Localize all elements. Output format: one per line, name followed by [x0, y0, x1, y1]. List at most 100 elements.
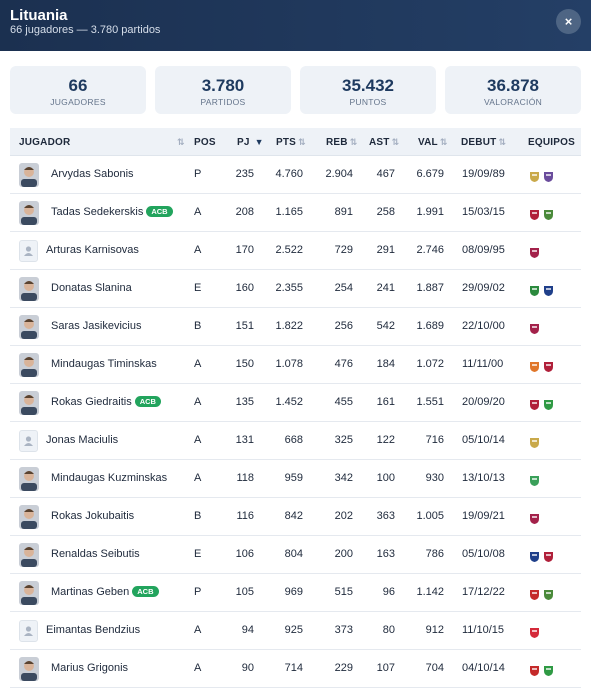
- barcelona-crest-icon[interactable]: [529, 321, 540, 334]
- debut-cell: 17/12/22: [462, 586, 505, 598]
- zaragoza-crest-icon[interactable]: [529, 663, 540, 676]
- column-header-reb[interactable]: REB ⇅: [326, 137, 358, 148]
- player-name-cell[interactable]: Donatas Slanina: [51, 282, 132, 294]
- baskonia-crest-icon[interactable]: [529, 207, 540, 220]
- points-cell: 969: [284, 586, 303, 598]
- player-name[interactable]: Tadas Sedekerskis: [51, 206, 144, 218]
- rebounds-cell: 229: [334, 662, 353, 674]
- stat-value: 3.780: [201, 76, 245, 95]
- unicaja-crest-icon[interactable]: [529, 473, 540, 486]
- table-row[interactable]: Eimantas Bendzius A 94 925 373 80 912 11/10/15: [10, 612, 581, 650]
- assists-cell: 161: [376, 396, 395, 408]
- player-name-cell[interactable]: Renaldas Seibutis: [51, 548, 140, 560]
- rating-cell: 1.689: [416, 320, 444, 332]
- player-name[interactable]: Arturas Karnisovas: [46, 244, 139, 256]
- table-row[interactable]: Arturas Karnisovas A 170 2.522 729 291 2.746 08…: [10, 232, 581, 270]
- table-row[interactable]: Rokas Giedraitis ACB A 135 1.452 455 161 1.551 2…: [10, 384, 581, 422]
- player-name-cell[interactable]: Tadas Sedekerskis ACB: [51, 206, 173, 218]
- assists-cell: 241: [376, 282, 395, 294]
- player-name[interactable]: Renaldas Seibutis: [51, 548, 140, 560]
- player-name-cell[interactable]: Arvydas Sabonis: [51, 168, 134, 180]
- player-name-cell[interactable]: Saras Jasikevicius: [51, 320, 141, 332]
- table-row[interactable]: Saras Jasikevicius B 151 1.822 256 542 1.689 22…: [10, 308, 581, 346]
- bilbao-crest-icon[interactable]: [543, 283, 554, 296]
- player-name[interactable]: Eimantas Bendzius: [46, 624, 141, 636]
- debut-cell: 11/10/15: [462, 624, 505, 636]
- fuenlabrada-crest-icon[interactable]: [529, 625, 540, 638]
- player-name-cell[interactable]: Marius Grigonis: [51, 662, 128, 674]
- player-name-cell[interactable]: Arturas Karnisovas: [46, 244, 139, 256]
- stat-value: 36.878: [487, 76, 539, 95]
- table-row[interactable]: Mindaugas Kuzminskas A 118 959 342 100 930 13/1…: [10, 460, 581, 498]
- table-row[interactable]: Martinas Geben ACB P 105 969 515 96 1.142 17/12/…: [10, 574, 581, 612]
- table-row[interactable]: Marius Grigonis A 90 714 229 107 704 04/10/14: [10, 650, 581, 688]
- player-name-cell[interactable]: Mindaugas Kuzminskas: [51, 472, 167, 484]
- table-row[interactable]: Tadas Sedekerskis ACB A 208 1.165 891 258 1.991…: [10, 194, 581, 232]
- player-name[interactable]: Rokas Giedraitis: [51, 396, 132, 408]
- player-name[interactable]: Martinas Geben: [51, 586, 130, 598]
- player-name[interactable]: Rokas Jokubaitis: [51, 510, 135, 522]
- joventut-crest-icon[interactable]: [543, 663, 554, 676]
- player-name[interactable]: Arvydas Sabonis: [51, 168, 134, 180]
- player-name-cell[interactable]: Eimantas Bendzius: [46, 624, 140, 636]
- joventut-crest-icon[interactable]: [543, 397, 554, 410]
- close-icon: ×: [564, 14, 573, 29]
- table-row[interactable]: Jonas Maciulis A 131 668 325 122 716 05/10/14: [10, 422, 581, 460]
- games-cell: 135: [235, 396, 254, 408]
- barcelona-crest-icon[interactable]: [529, 245, 540, 258]
- player-name-cell[interactable]: Mindaugas Timinskas: [51, 358, 157, 370]
- table-row[interactable]: Rokas Jokubaitis B 116 842 202 363 1.005 19/09/…: [10, 498, 581, 536]
- table-header: JUGADOR ⇅ POS PJ ▼ PTS ⇅ REB ⇅ AST ⇅ VAL ⇅ D…: [10, 128, 581, 156]
- column-header-ast[interactable]: AST ⇅: [369, 137, 400, 148]
- baskonia-crest-icon[interactable]: [543, 359, 554, 372]
- player-name-cell[interactable]: Martinas Geben ACB: [51, 586, 159, 598]
- table-row[interactable]: Mindaugas Timinskas A 150 1.078 476 184 1.072 1…: [10, 346, 581, 384]
- baskonia-crest-icon[interactable]: [529, 397, 540, 410]
- obradoiro-crest-icon[interactable]: [543, 207, 554, 220]
- real-madrid-crest-icon[interactable]: [529, 169, 540, 182]
- column-header-val[interactable]: VAL ⇅: [418, 137, 448, 148]
- player-avatar: [19, 201, 39, 225]
- player-name-cell[interactable]: Jonas Maciulis: [46, 434, 118, 446]
- player-name[interactable]: Donatas Slanina: [51, 282, 132, 294]
- points-cell: 804: [284, 548, 303, 560]
- player-name[interactable]: Mindaugas Kuzminskas: [51, 472, 168, 484]
- player-name-cell[interactable]: Rokas Giedraitis ACB: [51, 396, 161, 408]
- assists-cell: 122: [376, 434, 395, 446]
- table-row[interactable]: Donatas Slanina E 160 2.355 254 241 1.887 29/09…: [10, 270, 581, 308]
- player-name[interactable]: Marius Grigonis: [51, 662, 129, 674]
- column-header-pj[interactable]: PJ ▼: [237, 137, 264, 148]
- rating-cell: 1.142: [416, 586, 444, 598]
- barcelona-crest-icon[interactable]: [529, 511, 540, 524]
- player-name-cell[interactable]: Rokas Jokubaitis: [51, 510, 134, 522]
- table-row[interactable]: Arvydas Sabonis P 235 4.760 2.904 467 6.679 19/…: [10, 156, 581, 194]
- real-madrid-crest-icon[interactable]: [529, 435, 540, 448]
- debut-cell: 08/09/95: [462, 244, 505, 256]
- betis-crest-icon[interactable]: [529, 283, 540, 296]
- valencia-crest-icon[interactable]: [529, 359, 540, 372]
- sort-icon-jugador[interactable]: ⇅: [177, 137, 185, 147]
- position-cell: A: [194, 434, 202, 446]
- bilbao-crest-icon[interactable]: [529, 549, 540, 562]
- rebounds-cell: 515: [334, 586, 353, 598]
- valladolid-crest-icon[interactable]: [543, 169, 554, 182]
- rebounds-cell: 254: [334, 282, 353, 294]
- column-header-pos[interactable]: POS: [194, 137, 216, 148]
- assists-cell: 96: [382, 586, 395, 598]
- player-name[interactable]: Saras Jasikevicius: [51, 320, 142, 332]
- baskonia-crest-icon[interactable]: [543, 549, 554, 562]
- games-cell: 208: [235, 206, 254, 218]
- close-button[interactable]: ×: [556, 9, 581, 34]
- games-cell: 235: [235, 168, 254, 180]
- column-header-pts[interactable]: PTS ⇅: [276, 137, 306, 148]
- player-name[interactable]: Mindaugas Timinskas: [51, 358, 157, 370]
- rating-cell: 930: [425, 472, 444, 484]
- table-row[interactable]: Renaldas Seibutis E 106 804 200 163 786 05/10/0…: [10, 536, 581, 574]
- column-header-debut[interactable]: DEBUT ⇅: [461, 137, 507, 148]
- zaragoza-crest-icon[interactable]: [529, 587, 540, 600]
- games-cell: 160: [235, 282, 254, 294]
- obradoiro-crest-icon[interactable]: [543, 587, 554, 600]
- column-header-jugador[interactable]: JUGADOR: [19, 137, 71, 148]
- player-name[interactable]: Jonas Maciulis: [46, 434, 119, 446]
- stat-card-puntos: 35.432 PUNTOS: [300, 66, 436, 114]
